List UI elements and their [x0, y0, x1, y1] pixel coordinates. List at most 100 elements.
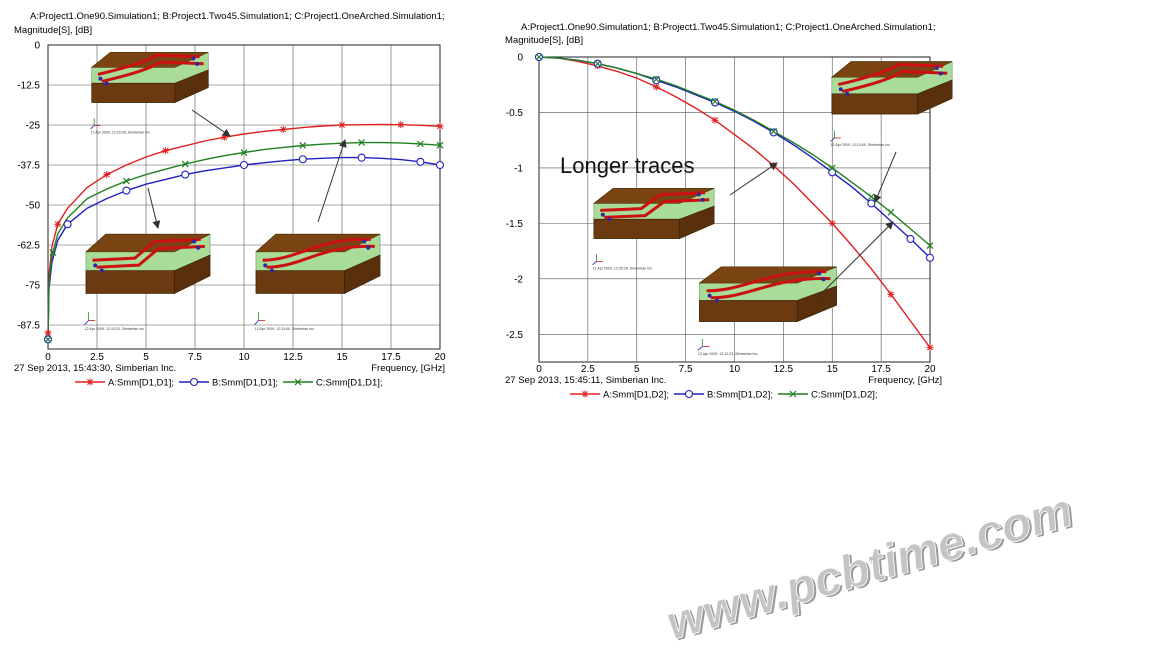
- series-marker-x: [122, 177, 130, 185]
- right-insets: 12 Apr 2009, 12:13:00, Simberian Inc. 12 …: [592, 61, 953, 356]
- board-side-face: [344, 254, 381, 294]
- series-marker-x: [535, 53, 543, 61]
- legend-label: C:Smm[D1,D2];: [811, 390, 878, 401]
- left-series-markers: [43, 121, 445, 344]
- series-marker-star: [220, 133, 228, 141]
- series-line: [538, 56, 931, 247]
- annotation-arrow: [814, 221, 894, 301]
- y-tick-label: -2: [514, 274, 523, 285]
- series-marker-x: [181, 160, 189, 168]
- right-chart-footer: 27 Sep 2013, 15:45:11, Simberian Inc.: [505, 375, 666, 386]
- trace-inner: [101, 60, 204, 83]
- series-marker-x: [887, 208, 895, 216]
- left-chart: A:Project1.One90.Simulation1; B:Project1…: [14, 11, 446, 389]
- port-marker: [263, 263, 268, 268]
- series-marker-star: [436, 122, 444, 130]
- x-tick-label: 0: [536, 364, 542, 375]
- x-tick-label: 12.5: [283, 352, 303, 363]
- board-front-face: [91, 82, 176, 103]
- series-marker-circle: [906, 234, 915, 243]
- series-marker-star: [54, 220, 62, 228]
- via-3d-inset: 12 Apr 2009, 12:12:23, Simberian Inc.: [697, 266, 837, 356]
- series-marker-x: [867, 193, 875, 201]
- port-marker: [817, 271, 822, 276]
- series-marker-circle: [652, 76, 661, 85]
- left-legend: A:Smm[D1,D1]; B:Smm[D1,D1]; C:Smm[D1,D1];: [75, 378, 383, 389]
- y-tick-label: -75: [26, 281, 41, 292]
- y-tick-label: -2.5: [506, 330, 524, 341]
- right-chart-xlabel: Frequency, [GHz]: [868, 375, 942, 386]
- y-tick-label: 0: [34, 41, 40, 52]
- port-marker: [707, 293, 712, 298]
- right-legend: A:Smm[D1,D2]; B:Smm[D1,D2]; C:Smm[D1,D2];: [570, 390, 878, 401]
- trace-inner: [96, 244, 205, 269]
- trace-outer: [706, 270, 827, 293]
- axis-glyph-z: [592, 261, 597, 266]
- series-line: [47, 141, 441, 340]
- port-marker: [366, 245, 371, 250]
- series-marker-circle: [122, 186, 131, 195]
- x-tick-label: 20: [434, 352, 446, 363]
- port-marker: [104, 81, 109, 86]
- right-chart-header: A:Project1.One90.Simulation1; B:Project1…: [521, 22, 936, 33]
- series-marker-star: [652, 83, 660, 91]
- port-marker: [934, 66, 939, 71]
- board-front-face: [593, 218, 680, 239]
- legend-label: A:Smm[D1,D2];: [603, 390, 669, 401]
- annotation-arrow: [147, 187, 161, 229]
- x-tick-label: 7.5: [188, 352, 202, 363]
- series-marker-circle: [189, 377, 199, 387]
- port-marker: [99, 268, 104, 273]
- x-tick-label: 5: [143, 352, 149, 363]
- board-front-face: [831, 93, 918, 115]
- trace-outer: [97, 53, 200, 76]
- series-marker-x: [49, 249, 57, 256]
- via-3d-inset: 12 Apr 2009, 12:20:26, Simberian Inc.: [592, 188, 715, 270]
- y-tick-label: -25: [26, 121, 41, 132]
- x-tick-label: 2.5: [90, 352, 104, 363]
- board-front-face: [85, 270, 175, 294]
- series-marker-circle: [357, 153, 366, 162]
- y-tick-label: -1.5: [506, 219, 524, 230]
- right-series-markers: [534, 52, 935, 352]
- port-marker: [821, 277, 826, 282]
- x-tick-label: 10: [238, 352, 250, 363]
- series-marker-x: [44, 335, 52, 343]
- series-marker-star: [926, 344, 934, 352]
- x-tick-label: 2.5: [581, 364, 595, 375]
- x-tick-label: 20: [924, 364, 936, 375]
- annotation-arrow: [317, 139, 347, 223]
- series-marker-circle: [769, 128, 778, 137]
- board-side-face: [679, 205, 715, 240]
- trace-outer: [837, 62, 944, 87]
- axis-glyph-z: [254, 320, 259, 325]
- series-marker-circle: [298, 155, 307, 164]
- series-marker-star: [162, 147, 170, 155]
- left-chart-xlabel: Frequency, [GHz]: [371, 363, 445, 374]
- board-side-face: [796, 285, 837, 322]
- y-tick-label: 0: [517, 53, 523, 64]
- series-marker-star: [86, 378, 94, 386]
- y-tick-label: -87.5: [17, 321, 40, 332]
- trace-inner: [266, 244, 375, 269]
- series-marker-x: [770, 127, 778, 135]
- series-marker-circle: [828, 168, 837, 177]
- right-chart: A:Project1.One90.Simulation1; B:Project1…: [505, 22, 953, 401]
- series-marker-circle: [435, 160, 445, 170]
- port-marker: [191, 56, 196, 61]
- port-marker: [192, 239, 197, 244]
- port-marker: [196, 245, 201, 250]
- series-marker-x: [358, 139, 366, 147]
- annotation-arrow: [729, 162, 778, 196]
- series-marker-star: [44, 329, 52, 337]
- series-marker-circle: [181, 170, 190, 179]
- via-3d-inset: 12 Apr 2009, 12:12:23, Simberian Inc.: [84, 233, 211, 331]
- port-marker: [700, 197, 705, 202]
- x-tick-label: 0: [45, 352, 51, 363]
- watermark: www.pcbtime.com www.pcbtime.com: [660, 484, 1081, 652]
- series-marker-x: [416, 140, 424, 148]
- trace-inner: [604, 198, 710, 219]
- x-tick-label: 7.5: [679, 364, 693, 375]
- series-marker-x: [594, 60, 602, 68]
